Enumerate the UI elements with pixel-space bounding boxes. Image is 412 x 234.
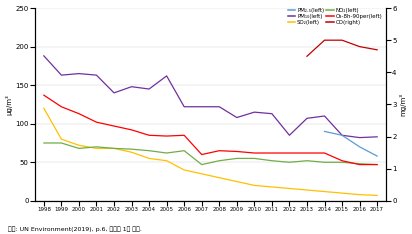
Text: 자료: UN Environment(2019), p.6, 〈그림 1〉 인용.: 자료: UN Environment(2019), p.6, 〈그림 1〉 인용… bbox=[8, 226, 142, 232]
Legend: PM₂.₅(left), PM₁₀(left), SO₂(left), NO₂(left), O₃-8h-90per(left), CO(right): PM₂.₅(left), PM₁₀(left), SO₂(left), NO₂(… bbox=[287, 7, 383, 26]
Y-axis label: mg/m³: mg/m³ bbox=[400, 93, 407, 116]
Y-axis label: μg/m³: μg/m³ bbox=[5, 94, 12, 115]
